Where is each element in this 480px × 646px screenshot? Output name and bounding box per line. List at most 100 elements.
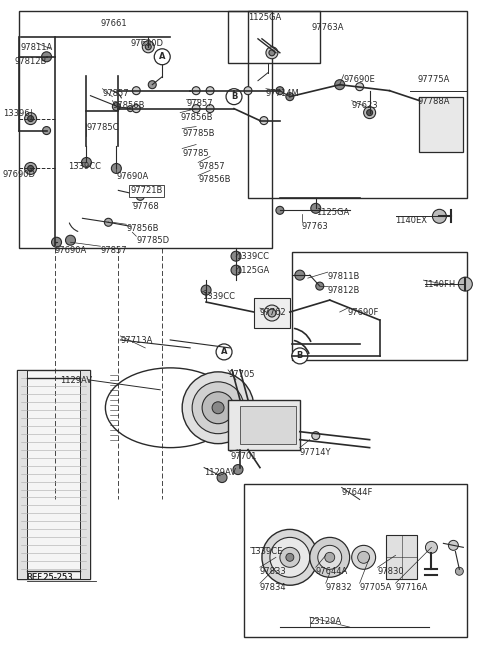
Text: 97857: 97857 (100, 246, 127, 255)
Text: 97690D: 97690D (3, 171, 36, 180)
Text: 97690A: 97690A (55, 246, 87, 255)
Text: 1129AV: 1129AV (204, 468, 236, 477)
Circle shape (132, 105, 140, 112)
Circle shape (364, 107, 376, 119)
Text: 97690E: 97690E (344, 75, 375, 84)
Text: 97785B: 97785B (182, 129, 215, 138)
Text: 97812B: 97812B (15, 57, 47, 66)
Text: 97785: 97785 (182, 149, 209, 158)
Text: 1125GA: 1125GA (248, 13, 281, 22)
Circle shape (42, 52, 51, 62)
Text: 97811B: 97811B (328, 272, 360, 281)
Circle shape (231, 265, 241, 275)
Text: 97788A: 97788A (418, 97, 450, 106)
Circle shape (432, 209, 446, 224)
Circle shape (142, 41, 154, 53)
Circle shape (425, 541, 437, 554)
Text: 97856B: 97856B (126, 224, 159, 233)
Bar (228, 400, 300, 450)
Text: B: B (297, 351, 303, 360)
Circle shape (312, 432, 320, 440)
Circle shape (201, 285, 211, 295)
Circle shape (352, 545, 376, 569)
Text: 23129A: 23129A (310, 617, 342, 626)
Text: 97811A: 97811A (21, 43, 53, 52)
Text: 97713A: 97713A (120, 336, 153, 345)
Circle shape (231, 251, 241, 261)
Circle shape (266, 47, 278, 59)
Circle shape (280, 547, 300, 567)
Circle shape (82, 158, 91, 167)
Circle shape (292, 348, 308, 364)
Text: 97705: 97705 (228, 370, 254, 379)
Circle shape (358, 551, 370, 563)
Circle shape (145, 44, 151, 50)
Text: 97763: 97763 (302, 222, 329, 231)
Circle shape (136, 193, 144, 200)
Text: 97705A: 97705A (360, 583, 392, 592)
Circle shape (206, 87, 214, 95)
Bar (254, 298, 290, 328)
Circle shape (28, 116, 34, 121)
Circle shape (154, 49, 170, 65)
Text: 97833: 97833 (260, 567, 287, 576)
Bar (19, 11, 272, 248)
Text: 97857: 97857 (198, 162, 225, 171)
Text: 97832: 97832 (326, 583, 352, 592)
Circle shape (24, 162, 36, 174)
Text: 97857: 97857 (186, 99, 213, 108)
Circle shape (192, 87, 200, 95)
Circle shape (28, 165, 34, 171)
Bar (228, 11, 320, 63)
Bar (81, 370, 90, 579)
Text: 97701: 97701 (230, 452, 256, 461)
Circle shape (310, 537, 350, 578)
Text: 1125GA: 1125GA (316, 208, 349, 217)
Text: 97690A: 97690A (116, 172, 149, 182)
Circle shape (286, 554, 294, 561)
Circle shape (367, 110, 372, 116)
Text: 97644A: 97644A (316, 567, 348, 576)
Circle shape (112, 103, 120, 110)
Circle shape (325, 552, 335, 562)
Text: 97644F: 97644F (342, 488, 373, 497)
Circle shape (295, 270, 305, 280)
Circle shape (356, 83, 364, 90)
Circle shape (202, 392, 234, 424)
Circle shape (260, 116, 268, 125)
Text: 1339CC: 1339CC (69, 162, 101, 171)
Text: 97812B: 97812B (328, 286, 360, 295)
Text: 1339CC: 1339CC (236, 252, 269, 261)
Circle shape (262, 530, 318, 585)
Text: A: A (159, 52, 166, 61)
Circle shape (458, 277, 472, 291)
Text: 13396: 13396 (3, 109, 29, 118)
Text: 1339CE: 1339CE (250, 547, 282, 556)
Text: 97714Y: 97714Y (300, 448, 331, 457)
Text: 97856B: 97856B (198, 176, 230, 184)
Bar (420, 97, 463, 152)
Circle shape (127, 106, 133, 112)
Text: 97714M: 97714M (266, 89, 300, 98)
Text: 1339CC: 1339CC (202, 292, 235, 301)
Bar (17, 370, 90, 579)
Circle shape (226, 89, 242, 105)
Circle shape (43, 127, 50, 134)
Text: 1129AV: 1129AV (60, 376, 93, 385)
Circle shape (192, 105, 200, 112)
Text: 97690D: 97690D (130, 39, 163, 48)
Text: 97661: 97661 (100, 19, 127, 28)
Circle shape (286, 92, 294, 101)
Bar (248, 11, 468, 198)
Text: 97716A: 97716A (396, 583, 428, 592)
Circle shape (233, 464, 243, 475)
Text: REF.25-253: REF.25-253 (26, 573, 73, 582)
Circle shape (264, 305, 280, 321)
Circle shape (206, 105, 214, 112)
Text: 97830: 97830 (378, 567, 404, 576)
Circle shape (217, 473, 227, 483)
Text: A: A (221, 348, 228, 357)
Text: 97721B: 97721B (130, 187, 163, 195)
Circle shape (24, 112, 36, 125)
Text: 97834: 97834 (260, 583, 287, 592)
